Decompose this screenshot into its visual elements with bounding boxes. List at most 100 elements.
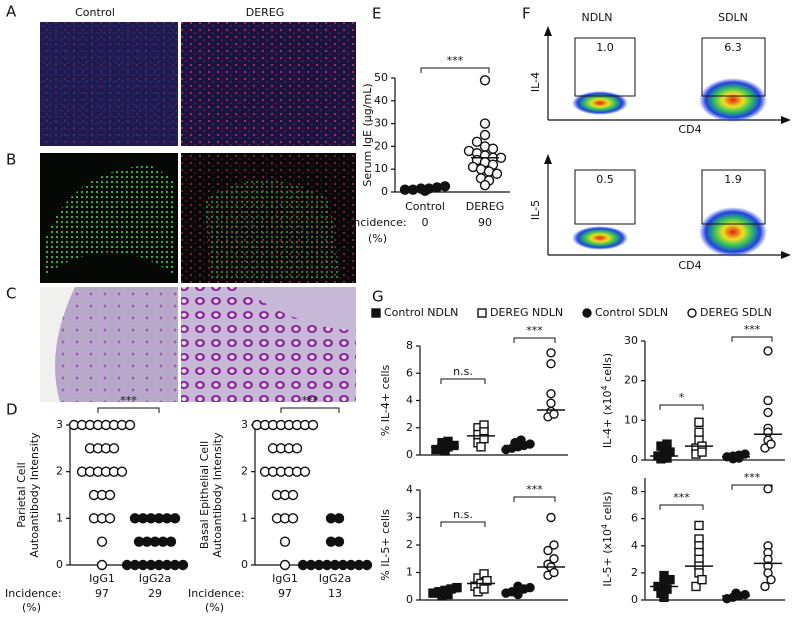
point [479,75,491,86]
legend-label: Control SDLN [595,306,668,319]
significance-bracket [513,337,556,343]
y-label-part: cells) [601,491,614,523]
significance-bracket [731,336,773,342]
flow-density [572,91,628,115]
point [104,513,116,524]
y-tick-label: 2 [631,566,638,579]
image [181,153,356,283]
y-tick-label: 3 [241,418,248,431]
y-tick-label: 2 [406,421,413,434]
incidence-value: 29 [148,587,162,600]
y-label: Basal Epithelial Cell [198,441,211,549]
point [116,466,128,477]
point [169,513,181,524]
y-tick-label: 6 [406,366,413,379]
legend-label: DEREG NDLN [490,306,563,319]
point [443,589,453,600]
significance-bracket [659,504,704,510]
flow-column: SDLN [718,11,748,24]
point [694,520,704,531]
significance-label: *** [120,394,137,407]
y-tick-label: 50 [374,71,388,84]
point [479,179,491,191]
point [549,567,559,578]
y-tick-label: 0 [406,448,413,461]
flow-column: NDLN [581,11,612,24]
point [665,574,675,585]
y-label: IL-4+ (x104 cells) [600,353,615,448]
incidence-label: Incidence: [5,587,62,600]
image [40,22,178,146]
significance-label: *** [673,491,690,504]
y-label: Autoantibody Intensity [28,432,41,558]
point [543,545,553,556]
y-tick-label: 10 [624,413,638,426]
point [479,129,491,141]
point [299,466,311,477]
point [491,168,503,179]
y-tick-label: 4 [631,539,638,552]
point [104,489,116,501]
y-label: % IL-5+ cells [379,509,392,581]
point [479,118,491,129]
gate-value: 1.9 [724,173,742,186]
significance-bracket [280,407,340,413]
point [361,559,373,571]
y-label: Serum IgE (µg/mL) [361,83,374,186]
incidence-value: 13 [328,587,342,600]
gate [701,169,766,225]
significance-bracket [513,496,556,502]
point [549,540,559,550]
point [479,584,489,594]
flow-x-label: CD4 [678,259,701,272]
panel-label: E [372,5,381,23]
y-tick-label: 4 [406,394,413,407]
y-tick-label: 40 [374,94,388,107]
flow-plots [572,37,767,257]
y-tick-label: 8 [631,485,638,498]
y-tick-label: 20 [374,139,388,152]
y-label-part: cells) [601,353,614,385]
point [549,554,559,564]
point [763,395,773,406]
panel-label: F [522,5,531,23]
point [740,589,750,600]
y-label-part: IL-4+ (x10 [601,390,614,448]
panel-label: C [6,285,16,303]
legend-marker [687,308,697,318]
flow-density [572,226,628,250]
point [452,582,462,593]
significance-label: *** [447,54,464,67]
significance-bracket [420,67,490,73]
gate-value: 1.0 [596,41,614,54]
y-tick-label: 0 [631,593,638,606]
point [546,359,556,369]
significance-bracket [440,521,486,527]
y-label-part: 4 [600,524,609,529]
flow-y-label: IL-5 [529,200,542,220]
x-tick-label: IgG2a [139,572,172,585]
flow-density [699,207,767,257]
point [546,388,556,399]
legend-marker [371,308,381,318]
incidence-label: Incidence: [350,216,407,229]
y-label-part: IL-5+ (x10 [601,529,614,587]
image [181,287,356,402]
image [45,165,175,275]
significance-label: *** [744,471,761,484]
significance-label: *** [302,394,319,407]
incidence-value: 97 [278,587,292,600]
point [439,181,451,192]
point [525,439,535,449]
image-label: Control [75,6,115,19]
point [177,559,189,571]
x-tick-label: IgG1 [272,572,298,585]
image [55,287,178,402]
y-label: Parietal Cell [15,462,28,527]
point [763,346,773,356]
flow-y-label: IL-4 [529,72,542,92]
point [96,559,108,571]
y-tick-label: 0 [241,558,248,571]
point [440,446,450,456]
